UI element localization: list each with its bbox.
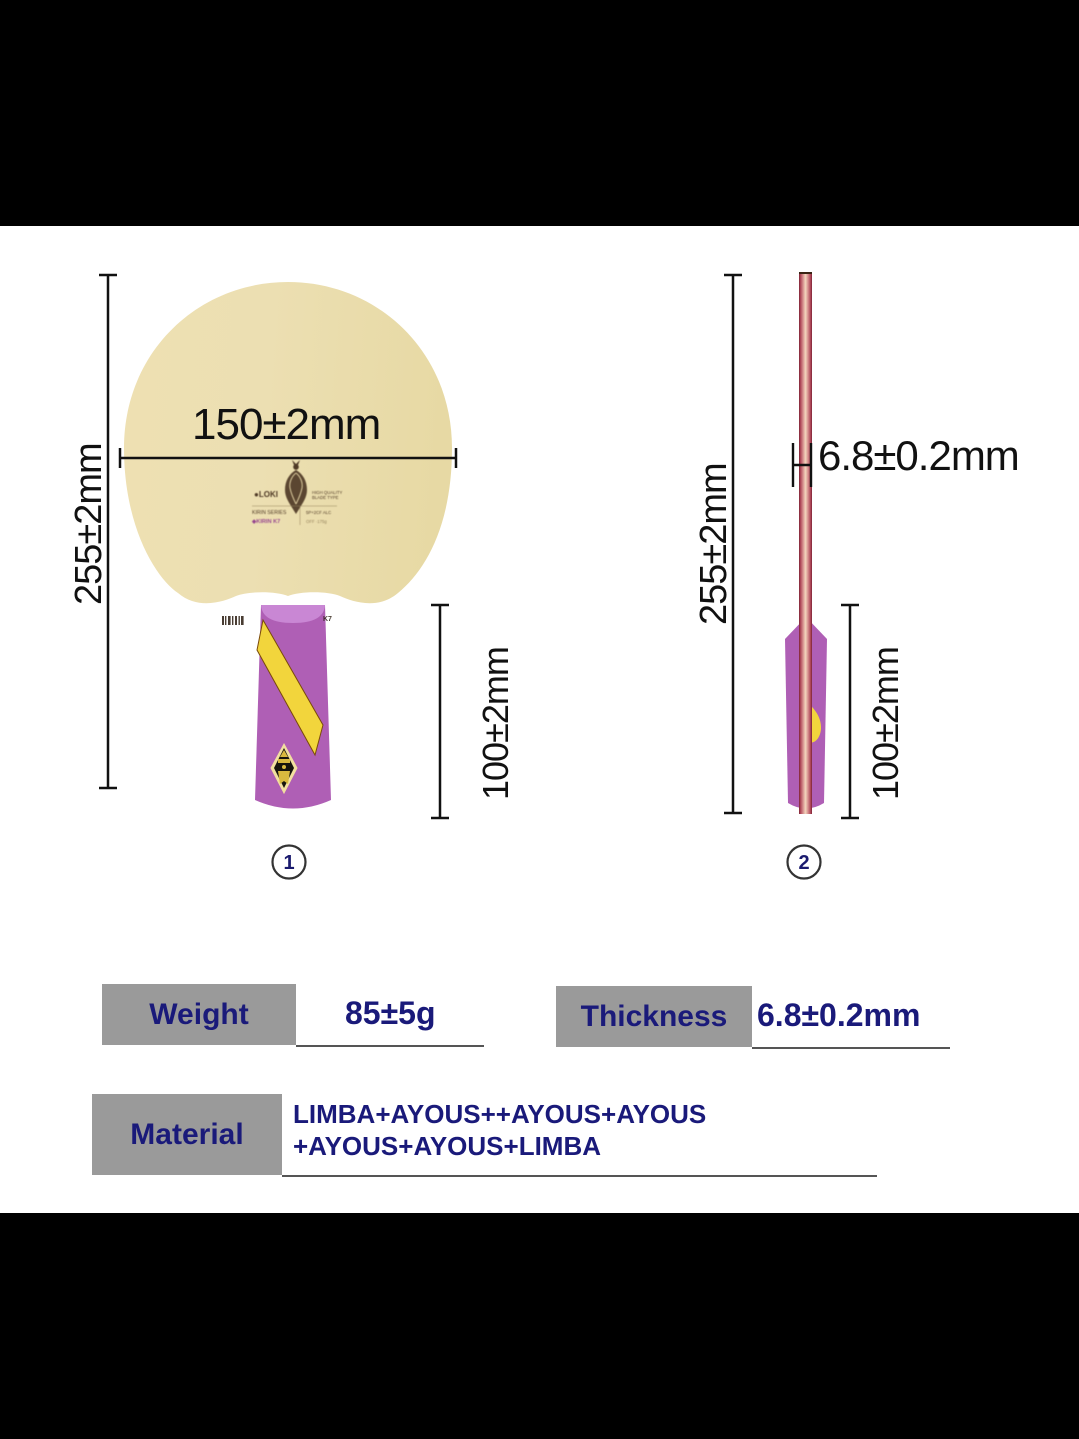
svg-text:2: 2 xyxy=(798,852,809,874)
svg-text:5P+2CF ALC: 5P+2CF ALC xyxy=(306,510,331,515)
svg-text:KIRIN SERIES: KIRIN SERIES xyxy=(252,510,287,516)
svg-text:1: 1 xyxy=(283,852,294,874)
svg-text:●LOKI: ●LOKI xyxy=(254,490,278,499)
svg-text:BLADE TYPE: BLADE TYPE xyxy=(312,495,339,500)
svg-text:◆KIRIN K7: ◆KIRIN K7 xyxy=(251,518,280,525)
svg-text:OFF ·175g: OFF ·175g xyxy=(306,519,327,524)
